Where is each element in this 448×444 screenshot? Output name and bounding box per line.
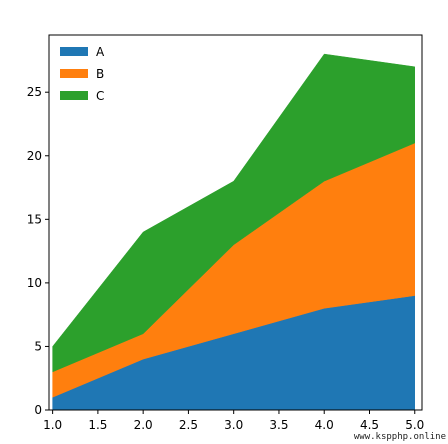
x-tick-label: 3.5 — [269, 418, 288, 432]
legend: ABC — [60, 45, 105, 103]
x-axis: 1.0 1.5 2.0 2.5 3.0 3.5 4.0 4.5 5.0 — [43, 410, 424, 432]
watermark-text: www.kspphp.online — [353, 432, 446, 442]
legend-swatch-b — [60, 69, 88, 78]
x-tick-label: 1.5 — [88, 418, 107, 432]
legend-label-a: A — [96, 45, 105, 59]
legend-swatch-c — [60, 91, 88, 100]
y-tick-label: 10 — [27, 276, 42, 290]
y-tick-label: 20 — [27, 149, 42, 163]
legend-label-b: B — [96, 67, 104, 81]
x-tick-label: 4.5 — [360, 418, 379, 432]
y-tick-label: 0 — [34, 403, 42, 417]
y-axis: 0 5 10 15 20 25 — [27, 85, 49, 417]
area-series-c — [52, 53, 416, 373]
y-tick-label: 15 — [27, 212, 42, 226]
stacked-areas — [52, 53, 416, 411]
y-tick-label: 25 — [27, 85, 42, 99]
x-tick-label: 2.5 — [179, 418, 198, 432]
x-tick-label: 5.0 — [405, 418, 424, 432]
x-tick-label: 1.0 — [43, 418, 62, 432]
y-tick-label: 5 — [34, 339, 42, 353]
legend-label-c: C — [96, 89, 104, 103]
x-tick-label: 2.0 — [134, 418, 153, 432]
legend-swatch-a — [60, 47, 88, 56]
x-tick-label: 4.0 — [315, 418, 334, 432]
plot-frame — [48, 34, 423, 411]
x-tick-label: 3.0 — [224, 418, 243, 432]
